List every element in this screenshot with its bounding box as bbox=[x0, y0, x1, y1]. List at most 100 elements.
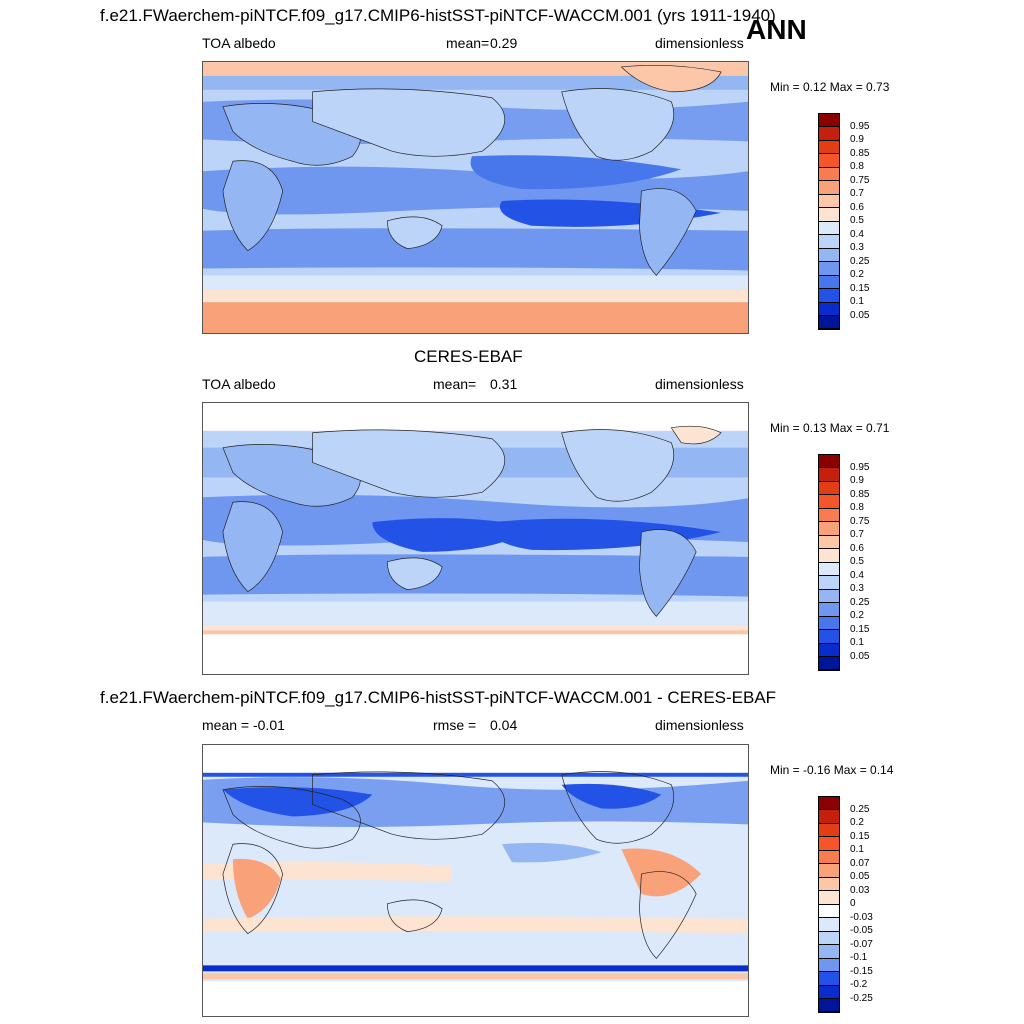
colorbar-tick-label: -0.2 bbox=[850, 979, 868, 990]
colorbar-tick-label: -0.25 bbox=[850, 992, 873, 1004]
colorbar-segment bbox=[818, 535, 840, 549]
colorbar-segment bbox=[818, 221, 840, 235]
panel-diff-rmse-label: rmse = bbox=[433, 717, 477, 733]
colorbar-segment bbox=[818, 616, 840, 630]
panel-diff-mean: mean = -0.01 bbox=[202, 717, 285, 733]
colorbar-segment bbox=[818, 656, 840, 671]
colorbar-tick-label: 0.5 bbox=[850, 215, 864, 226]
colorbar-segment bbox=[818, 167, 840, 181]
colorbar-tick-label: 0.3 bbox=[850, 583, 864, 594]
colorbar-segment bbox=[818, 877, 840, 891]
colorbar-segment bbox=[818, 944, 840, 959]
colorbar-tick-label: 0.6 bbox=[850, 542, 864, 554]
panel-obs-units: dimensionless bbox=[655, 376, 744, 392]
colorbar-segment bbox=[818, 194, 840, 208]
colorbar-segment bbox=[818, 917, 840, 932]
colorbar-tick-label: 0.5 bbox=[850, 556, 864, 567]
map-obs-svg bbox=[203, 403, 748, 674]
panel-obs-title: CERES-EBAF bbox=[414, 347, 523, 366]
colorbar-segment bbox=[818, 207, 840, 222]
colorbar-segment bbox=[818, 548, 840, 563]
colorbar-tick-label: 0.8 bbox=[850, 161, 864, 172]
panel-diff-rmse-value: 0.04 bbox=[490, 717, 518, 733]
colorbar-tick-label: 0.8 bbox=[850, 502, 864, 513]
colorbar-segment bbox=[818, 180, 840, 195]
colorbar-tick-label: 0.4 bbox=[850, 569, 864, 581]
colorbar-segment bbox=[818, 998, 840, 1013]
panel-obs-mean-label: mean= bbox=[433, 376, 477, 392]
colorbar-tick-label: 0.03 bbox=[850, 884, 870, 896]
colorbar-segment bbox=[818, 481, 840, 495]
colorbar-tick-label: 0.1 bbox=[850, 844, 864, 855]
colorbar-tick-label: 0.9 bbox=[850, 475, 864, 486]
colorbar-segment bbox=[818, 629, 840, 644]
colorbar-tick-label: 0.75 bbox=[850, 174, 870, 186]
colorbar-tick-label: 0.15 bbox=[850, 623, 870, 635]
colorbar-segment bbox=[818, 467, 840, 482]
colorbar-tick-label: 0.07 bbox=[850, 857, 870, 869]
colorbar-segment bbox=[818, 985, 840, 999]
map-model bbox=[202, 61, 749, 334]
colorbar-tick-label: 0.25 bbox=[850, 596, 870, 608]
colorbar-tick-label: 0.85 bbox=[850, 147, 870, 159]
colorbar-tick-label: 0.05 bbox=[850, 650, 870, 662]
panel-model-units: dimensionless bbox=[655, 35, 744, 51]
season-label: ANN bbox=[746, 14, 807, 45]
colorbar-tick-label: 0.6 bbox=[850, 201, 864, 213]
colorbar-tick-label: -0.07 bbox=[850, 938, 873, 950]
colorbar-segment bbox=[818, 454, 840, 468]
colorbar-tick-label: 0.15 bbox=[850, 282, 870, 294]
colorbar-segment bbox=[818, 494, 840, 509]
colorbar-tick-label: 0.2 bbox=[850, 817, 864, 828]
panel-obs-mean-value: 0.31 bbox=[490, 376, 518, 392]
colorbar-tick-label: 0.1 bbox=[850, 296, 864, 307]
colorbar-segment bbox=[818, 643, 840, 657]
panel-diff-units: dimensionless bbox=[655, 717, 744, 733]
colorbar-segment bbox=[818, 796, 840, 810]
colorbar-segment bbox=[818, 904, 840, 918]
panel-obs-minmax: Min = 0.13 Max = 0.71 bbox=[770, 421, 890, 435]
colorbar-tick-label: 0.1 bbox=[850, 637, 864, 648]
colorbar-segment bbox=[818, 958, 840, 972]
colorbar-segment bbox=[818, 850, 840, 864]
panel-model-mean-value: 0.29 bbox=[490, 35, 518, 51]
colorbar-segment bbox=[818, 863, 840, 878]
colorbar-segment bbox=[818, 153, 840, 168]
colorbar-tick-label: 0.25 bbox=[850, 255, 870, 267]
colorbar-tick-label: -0.15 bbox=[850, 965, 873, 977]
colorbar-segment bbox=[818, 809, 840, 824]
colorbar-tick-label: 0.9 bbox=[850, 134, 864, 145]
colorbar-tick-label: 0.2 bbox=[850, 610, 864, 621]
map-obs bbox=[202, 402, 749, 675]
panel-diff-title: f.e21.FWaerchem-piNTCF.f09_g17.CMIP6-his… bbox=[100, 688, 777, 707]
colorbar-segment bbox=[818, 890, 840, 905]
colorbar-segment bbox=[818, 113, 840, 127]
colorbar-model-box bbox=[818, 113, 840, 329]
colorbar-tick-label: 0.15 bbox=[850, 830, 870, 842]
panel-diff-minmax: Min = -0.16 Max = 0.14 bbox=[770, 763, 894, 777]
colorbar-tick-label: 0.05 bbox=[850, 871, 870, 882]
colorbar-segment bbox=[818, 508, 840, 522]
colorbar-obs-box bbox=[818, 454, 840, 670]
colorbar-tick-label: 0.95 bbox=[850, 461, 870, 473]
colorbar-segment bbox=[818, 234, 840, 249]
colorbar-segment bbox=[818, 261, 840, 276]
colorbar-segment bbox=[818, 275, 840, 289]
colorbar-segment bbox=[818, 302, 840, 316]
main-title: f.e21.FWaerchem-piNTCF.f09_g17.CMIP6-his… bbox=[100, 6, 776, 25]
colorbar-tick-label: 0.3 bbox=[850, 242, 864, 253]
panel-model-mean-label: mean= bbox=[446, 35, 490, 51]
map-model-svg bbox=[203, 62, 748, 333]
colorbar-tick-label: 0.85 bbox=[850, 488, 870, 500]
colorbar-segment bbox=[818, 971, 840, 986]
colorbar-tick-label: 0.7 bbox=[850, 529, 864, 540]
colorbar-tick-label: 0.75 bbox=[850, 515, 870, 527]
colorbar-tick-label: 0 bbox=[850, 898, 856, 909]
colorbar-tick-label: 0.95 bbox=[850, 120, 870, 132]
colorbar-tick-label: 0.25 bbox=[850, 803, 870, 815]
colorbar-tick-label: 0.2 bbox=[850, 269, 864, 280]
colorbar-tick-label: 0.7 bbox=[850, 188, 864, 199]
colorbar-segment bbox=[818, 836, 840, 851]
colorbar-segment bbox=[818, 575, 840, 590]
colorbar-segment bbox=[818, 248, 840, 262]
